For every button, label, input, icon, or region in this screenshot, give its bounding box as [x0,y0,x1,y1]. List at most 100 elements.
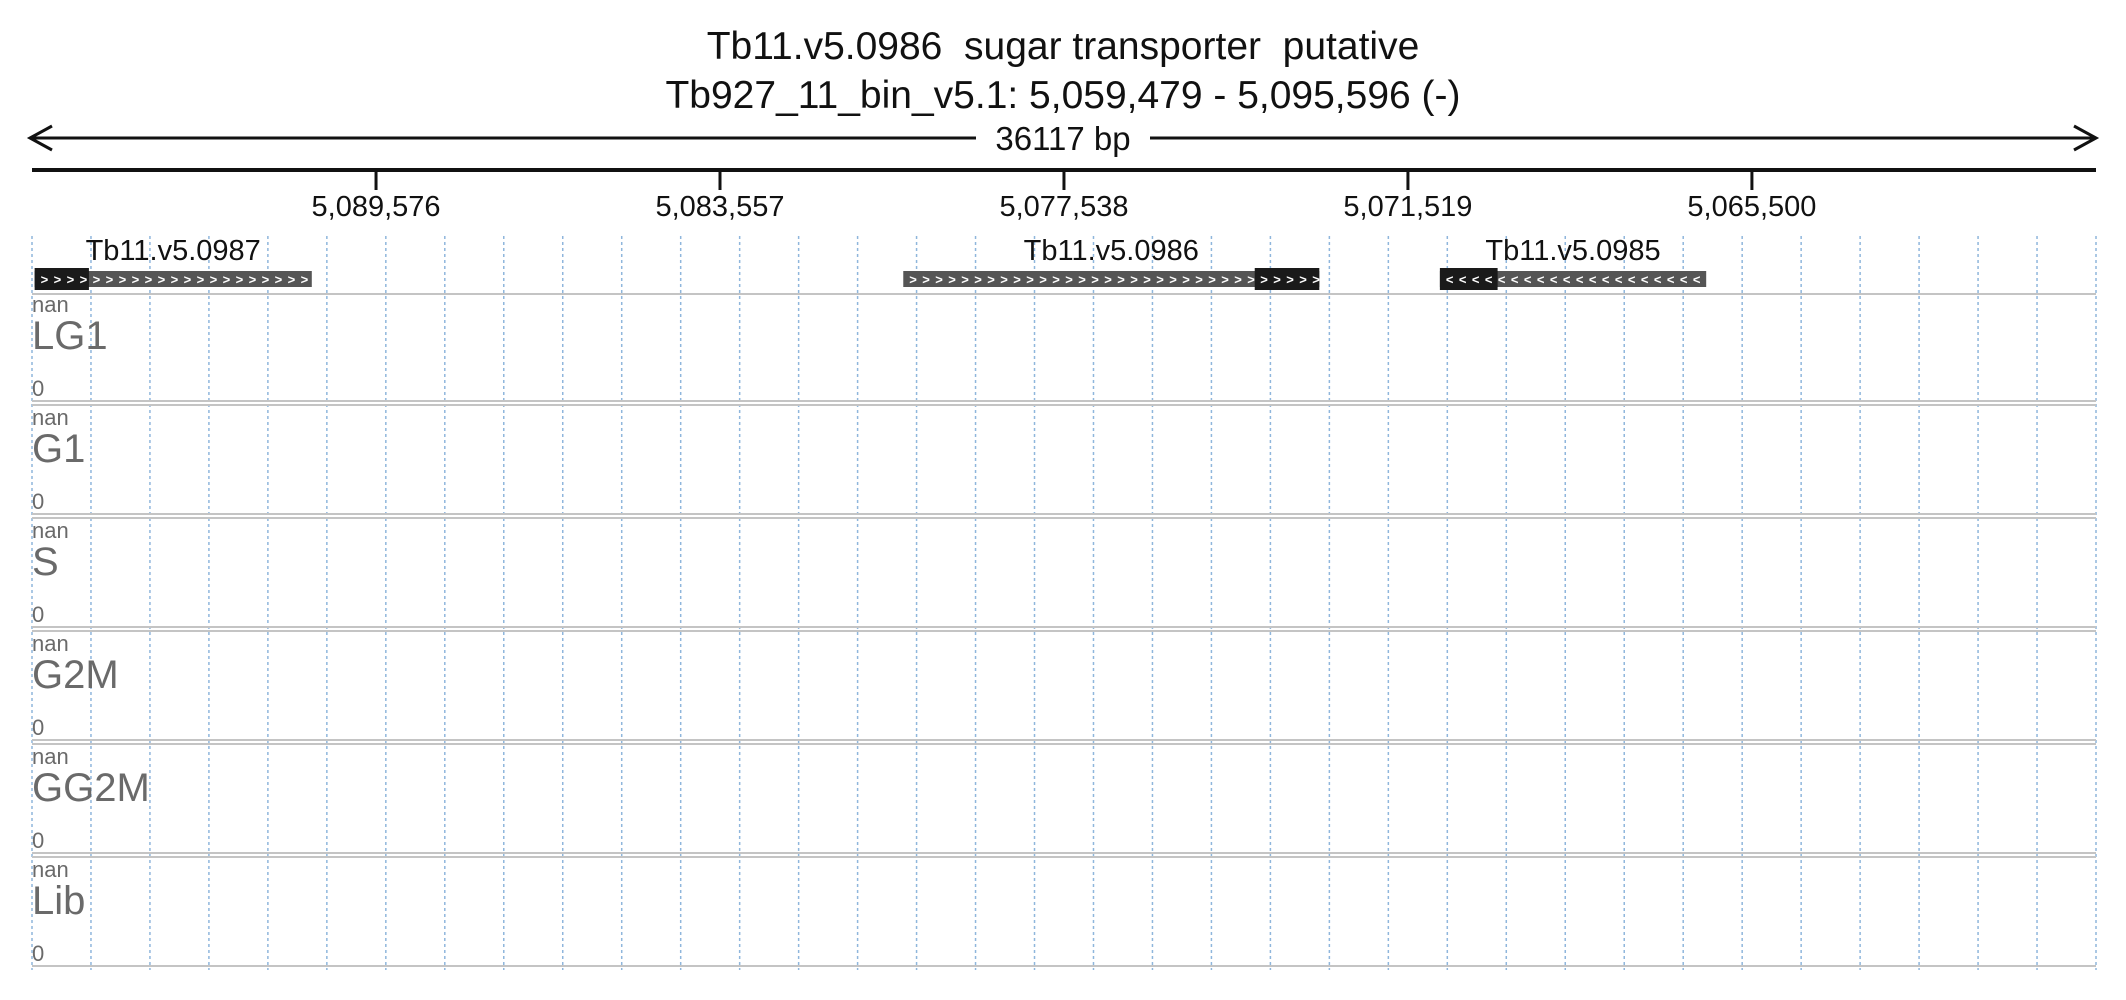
strand-forward-icon: > [119,272,127,287]
ruler-tick-label: 5,083,557 [655,191,784,223]
span-length-label: 36117 bp [995,120,1130,157]
track-min-label: 0 [32,489,44,514]
strand-forward-icon: > [948,272,956,287]
strand-reverse-icon: < [1628,272,1636,287]
strand-forward-icon: > [1039,272,1047,287]
gene-cds[interactable] [34,268,89,290]
span-indicator: 36117 bp [26,120,2100,157]
strand-forward-icon: > [262,272,270,287]
strand-reverse-icon: < [1498,272,1506,287]
strand-reverse-icon: < [1446,272,1454,287]
strand-forward-icon: > [961,272,969,287]
track-max-label: nan [32,744,69,769]
track-name-label: G1 [32,427,85,471]
strand-reverse-icon: < [1667,272,1675,287]
strand-reverse-icon: < [1576,272,1584,287]
strand-forward-icon: > [987,272,995,287]
span-arrow-left-icon [26,124,53,152]
strand-reverse-icon: < [1524,272,1532,287]
strand-reverse-icon: < [1511,272,1519,287]
strand-forward-icon: > [275,272,283,287]
track-min-label: 0 [32,715,44,740]
strand-forward-icon: > [1130,272,1138,287]
strand-forward-icon: > [184,272,192,287]
strand-forward-icon: > [1026,272,1034,287]
grid-lines [31,236,2097,970]
strand-forward-icon: > [1273,272,1281,287]
strand-forward-icon: > [132,272,140,287]
strand-reverse-icon: < [1615,272,1623,287]
strand-forward-icon: > [54,272,62,287]
track-name-label: G2M [32,653,119,697]
gene-body[interactable] [34,271,312,287]
gene-title: Tb11.v5.0986 sugar transporter putative [707,25,1420,68]
strand-forward-icon: > [249,272,257,287]
track-min-label: 0 [32,828,44,853]
strand-reverse-icon: < [1472,272,1480,287]
strand-forward-icon: > [67,272,75,287]
ruler-ticks: 5,089,576 5,083,557 5,077,538 5,071,519 5,06… [312,170,1816,223]
strand-reverse-icon: < [1680,272,1688,287]
strand-forward-icon: > [1182,272,1190,287]
gene-feature[interactable]: > > > > > > > > > > > > > > > > > > > > > > > > > > > > > > > > Tb11.v5.… [903,235,1320,290]
strand-reverse-icon: < [1459,272,1467,287]
strand-forward-icon: > [1234,272,1242,287]
span-arrow-right-icon [2073,124,2100,152]
strand-forward-icon: > [1078,272,1086,287]
track-name-label: LG1 [32,314,108,358]
strand-forward-icon: > [974,272,982,287]
track-max-label: nan [32,857,69,882]
strand-forward-icon: > [1169,272,1177,287]
strand-forward-icon: > [922,272,930,287]
strand-forward-icon: > [236,272,244,287]
track-max-label: nan [32,518,69,543]
gene-name-label: Tb11.v5.0987 [86,235,261,267]
ruler-tick-label: 5,065,500 [1687,191,1816,223]
region-location: Tb927_11_bin_v5.1: 5,059,479 - 5,095,596… [665,74,1460,117]
strand-reverse-icon: < [1641,272,1649,287]
track-name-label: Lib [32,879,85,923]
strand-forward-icon: > [145,272,153,287]
strand-forward-icon: > [1117,272,1125,287]
strand-forward-icon: > [1156,272,1164,287]
strand-forward-icon: > [1299,272,1307,287]
strand-forward-icon: > [106,272,114,287]
strand-forward-icon: > [197,272,205,287]
gene-cds[interactable] [1439,268,1498,290]
ruler-tick-label: 5,089,576 [312,191,441,223]
gene-body[interactable] [1439,271,1707,287]
strand-forward-icon: > [1221,272,1229,287]
strand-forward-icon: > [1208,272,1216,287]
strand-forward-icon: > [1286,272,1294,287]
strand-reverse-icon: < [1485,272,1493,287]
strand-forward-icon: > [1013,272,1021,287]
gene-body[interactable] [903,271,1320,287]
strand-forward-icon: > [301,272,309,287]
track-name-label: S [32,540,59,584]
track-name-label: GG2M [32,766,150,810]
ruler-tick-label: 5,071,519 [1343,191,1472,223]
track-min-label: 0 [32,602,44,627]
strand-forward-icon: > [1143,272,1151,287]
gene-name-label: Tb11.v5.0985 [1485,235,1660,267]
gene-cds[interactable] [1254,268,1320,290]
strand-forward-icon: > [1000,272,1008,287]
strand-reverse-icon: < [1693,272,1701,287]
gene-feature[interactable]: > > > > > > > > > > > > > > > > > > > > >Tb11.v5.0987 [34,235,312,290]
track-max-label: nan [32,631,69,656]
strand-reverse-icon: < [1537,272,1545,287]
strand-forward-icon: > [1312,272,1320,287]
gene-name-label: Tb11.v5.0986 [1024,235,1199,267]
ruler-tick-label: 5,077,538 [999,191,1128,223]
strand-forward-icon: > [909,272,917,287]
strand-reverse-icon: < [1550,272,1558,287]
gene-feature[interactable]: < < < < < < < < < < < < < < < < < < < < Tb11.v5.0985 [1439,235,1707,290]
strand-forward-icon: > [223,272,231,287]
